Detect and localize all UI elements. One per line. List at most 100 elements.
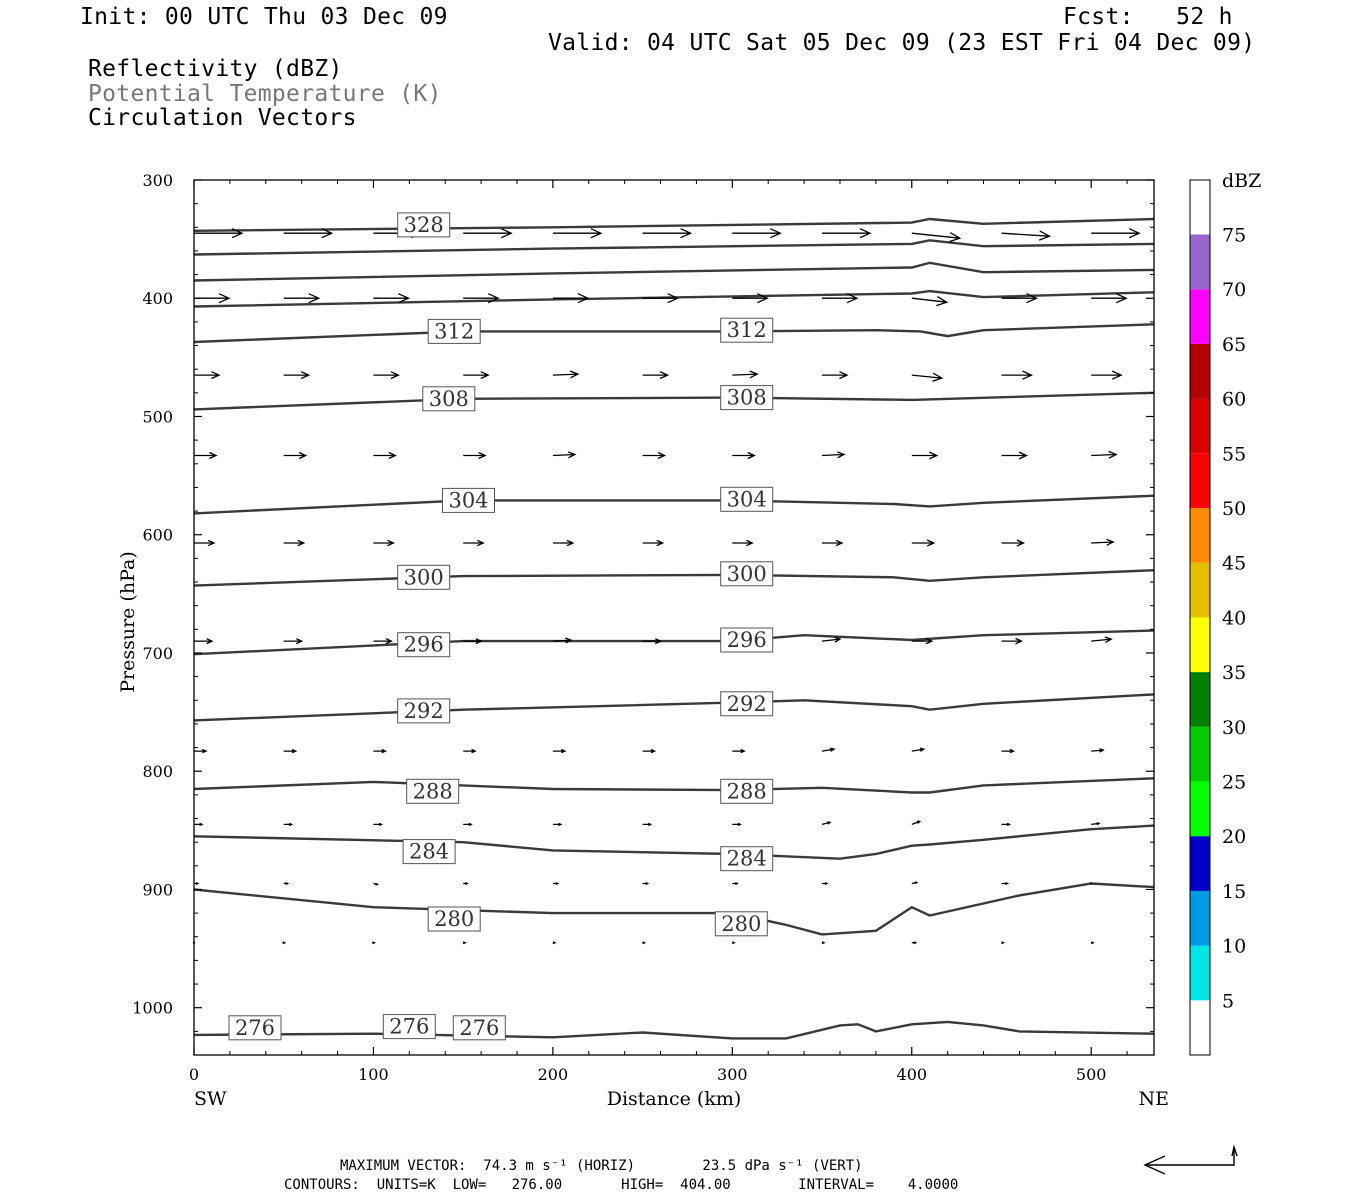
circulation-vector — [552, 293, 590, 304]
contour-label-box — [720, 486, 774, 512]
colorbar-tick-label: 50 — [1222, 498, 1246, 520]
colorbar-tick-label: 70 — [1222, 279, 1246, 301]
colorbar-bin — [1190, 890, 1210, 946]
circulation-vector — [821, 451, 846, 459]
colorbar: 5 10 15 20 25 30 35 40 45 50 55 60 65 70 75 — [1189, 179, 1246, 1056]
contour-label-box — [442, 487, 495, 513]
contour-label-text: 292 — [727, 692, 767, 716]
contour-label-text: 280 — [721, 912, 761, 936]
circulation-vector — [1091, 821, 1101, 826]
contour-label-text: 276 — [389, 1015, 429, 1039]
isentrope-340 — [193, 239, 1155, 256]
contour-label-280: 280 — [427, 906, 481, 932]
circulation-vector — [283, 539, 306, 547]
colorbar-frame — [1189, 179, 1211, 1056]
circulation-vector — [1091, 450, 1118, 459]
contour-label-284: 284 — [720, 846, 774, 872]
contour-label-276: 276 — [452, 1015, 506, 1041]
colorbar-bin — [1190, 180, 1210, 235]
contour-label-box — [720, 691, 774, 717]
circulation-vector — [463, 293, 500, 304]
circulation-vector — [282, 941, 287, 945]
isentrope-284 — [193, 824, 1155, 860]
circulation-vector — [732, 748, 746, 754]
contour-label-box — [720, 385, 774, 411]
circulation-vector — [373, 822, 383, 827]
circulation-vector — [463, 371, 490, 380]
colorbar-tick-label: 5 — [1222, 990, 1234, 1012]
y-tick-label: 300 — [142, 171, 173, 190]
contour-label-text: 276 — [235, 1016, 275, 1040]
circulation-vector — [463, 822, 473, 827]
circulation-vector — [642, 539, 665, 547]
x-tick-label: 400 — [897, 1065, 928, 1084]
circulation-vector — [1001, 882, 1010, 885]
circulation-vector — [463, 638, 483, 645]
circulation-vector — [1091, 370, 1123, 380]
circulation-vector — [283, 293, 321, 304]
colorbar-bin — [1190, 234, 1210, 290]
circulation-vector — [552, 748, 567, 754]
contour-label-296: 296 — [397, 632, 451, 658]
y-tick-label: 1000 — [132, 999, 173, 1018]
circulation-vector — [283, 228, 334, 239]
isentrope-336 — [193, 261, 1155, 282]
circulation-vector — [822, 371, 849, 380]
colorbar-tick-label: 25 — [1222, 772, 1246, 794]
circulation-vector — [373, 748, 388, 754]
field-circulation-vectors: Circulation Vectors — [88, 105, 357, 131]
circulation-vector — [642, 451, 667, 460]
contour-label-box — [422, 386, 476, 412]
init-time: Init: 00 UTC Thu 03 Dec 09 — [80, 4, 448, 30]
circulation-vector — [194, 371, 221, 380]
circulation-vector — [821, 941, 826, 945]
y-tick-label: 600 — [142, 526, 173, 545]
circulation-vector — [1001, 293, 1039, 304]
circulation-vector — [822, 539, 844, 547]
colorbar-bin — [1190, 453, 1210, 508]
colorbar-label: dBZ — [1222, 170, 1261, 192]
circulation-vector — [732, 293, 769, 304]
x-tick-label: 200 — [538, 1065, 569, 1084]
x-end-label-left: SW — [194, 1088, 227, 1110]
circulation-vector — [642, 293, 680, 304]
circulation-vector — [732, 539, 754, 547]
circulation-vector — [642, 882, 650, 885]
contour-label-text: 276 — [459, 1016, 499, 1040]
circulation-vector — [194, 822, 204, 827]
x-axis-title: Distance (km) — [607, 1088, 742, 1110]
circulation-vector — [463, 451, 487, 460]
contour-label-288: 288 — [406, 778, 460, 804]
circulation-vector — [911, 881, 919, 885]
circulation-vector — [373, 539, 395, 547]
circulation-vector — [911, 539, 936, 547]
circulation-vector — [911, 747, 926, 752]
circulation-vector — [642, 941, 647, 945]
contour-label-292: 292 — [720, 691, 774, 717]
contour-label-328: 328 — [397, 212, 451, 238]
circulation-vector — [642, 371, 670, 380]
colorbar-tick-label: 35 — [1222, 662, 1246, 684]
colorbar-bin — [1190, 781, 1210, 837]
circulation-vector — [1001, 451, 1029, 460]
circulation-vector — [552, 941, 557, 945]
circulation-vector — [642, 228, 693, 239]
isentropes-layer — [193, 217, 1155, 1040]
colorbar-tick-label: 75 — [1222, 225, 1246, 247]
circulation-vector — [552, 228, 603, 239]
contour-label-text: 308 — [429, 387, 469, 411]
circulation-vector — [194, 748, 208, 754]
colorbar-bin — [1190, 617, 1210, 673]
forecast-hour: Fcst: 52 h — [1063, 4, 1233, 30]
max-vector-note: MAXIMUM VECTOR: 74.3 m s⁻¹ (HORIZ) 23.5 … — [340, 1158, 863, 1174]
colorbar-bin — [1190, 836, 1210, 891]
contour-label-300: 300 — [720, 561, 774, 587]
circulation-vector — [552, 539, 575, 547]
colorbar-tick-label: 10 — [1222, 936, 1246, 958]
isentrope-308 — [193, 391, 1155, 411]
circulation-vector — [373, 882, 379, 886]
circulation-vector — [1091, 636, 1113, 643]
x-end-label-right: NE — [1139, 1088, 1170, 1110]
field-potential-temperature: Potential Temperature (K) — [88, 81, 442, 107]
circulation-vector — [1090, 941, 1095, 945]
